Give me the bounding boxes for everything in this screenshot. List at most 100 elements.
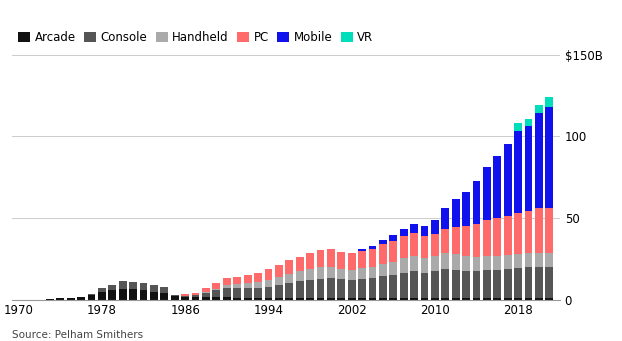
Bar xyxy=(420,273,429,298)
Bar xyxy=(504,269,512,298)
Bar xyxy=(525,253,532,267)
Bar xyxy=(420,298,429,300)
Bar xyxy=(379,240,387,244)
Bar xyxy=(442,298,449,300)
Bar xyxy=(202,297,210,300)
Bar xyxy=(275,277,283,285)
Bar xyxy=(67,298,75,300)
Bar xyxy=(545,298,554,300)
Bar xyxy=(233,284,241,288)
Bar xyxy=(337,252,345,269)
Bar xyxy=(369,249,376,267)
Bar xyxy=(525,119,532,126)
Bar xyxy=(317,279,324,298)
Bar xyxy=(504,144,512,216)
Bar xyxy=(192,293,200,295)
Bar xyxy=(379,298,387,300)
Bar xyxy=(462,226,470,256)
Bar xyxy=(306,253,314,269)
Bar xyxy=(181,296,189,297)
Bar xyxy=(275,265,283,277)
Bar xyxy=(400,229,407,236)
Bar xyxy=(202,292,210,293)
Bar xyxy=(379,276,387,298)
Text: Source: Pelham Smithers: Source: Pelham Smithers xyxy=(12,330,144,340)
Bar xyxy=(98,288,106,292)
Bar xyxy=(431,271,439,298)
Bar xyxy=(431,298,439,300)
Bar xyxy=(535,253,543,267)
Bar xyxy=(431,220,439,234)
Bar xyxy=(525,211,532,253)
Bar xyxy=(504,255,512,269)
Bar xyxy=(160,287,169,293)
Bar xyxy=(514,298,522,300)
Bar xyxy=(452,298,460,300)
Bar xyxy=(129,290,137,300)
Bar xyxy=(192,297,200,300)
Bar xyxy=(504,298,512,300)
Bar xyxy=(119,281,127,288)
Bar xyxy=(317,298,324,300)
Bar xyxy=(483,256,491,270)
Bar xyxy=(369,246,376,249)
Bar xyxy=(108,290,116,300)
Bar xyxy=(483,298,491,300)
Bar xyxy=(327,249,335,267)
Bar xyxy=(442,253,449,269)
Bar xyxy=(411,233,418,256)
Bar xyxy=(389,241,397,262)
Bar xyxy=(420,226,429,236)
Bar xyxy=(379,244,387,264)
Bar xyxy=(171,296,179,300)
Bar xyxy=(400,236,407,258)
Bar xyxy=(275,298,283,300)
Bar xyxy=(420,236,429,258)
Bar xyxy=(473,271,480,298)
Bar xyxy=(306,298,314,300)
Bar xyxy=(400,273,407,298)
Bar xyxy=(181,297,189,300)
Bar xyxy=(223,288,231,297)
Bar xyxy=(504,216,512,255)
Bar xyxy=(295,257,304,271)
Bar xyxy=(46,299,54,300)
Bar xyxy=(348,270,356,280)
Bar xyxy=(514,254,522,268)
Bar xyxy=(369,278,376,298)
Bar xyxy=(358,249,366,251)
Bar xyxy=(327,298,335,300)
Bar xyxy=(254,273,262,282)
Bar xyxy=(108,284,116,290)
Bar xyxy=(295,271,304,281)
Bar xyxy=(264,298,272,300)
Bar xyxy=(369,267,376,278)
Bar xyxy=(452,254,460,270)
Bar xyxy=(400,298,407,300)
Bar xyxy=(493,156,501,218)
Bar xyxy=(213,283,220,288)
Bar xyxy=(306,269,314,280)
Bar xyxy=(77,297,85,300)
Bar xyxy=(119,288,127,300)
Bar xyxy=(493,256,501,270)
Bar xyxy=(213,288,220,290)
Bar xyxy=(535,114,543,208)
Bar xyxy=(202,288,210,292)
Bar xyxy=(264,280,272,287)
Bar xyxy=(431,256,439,271)
Bar xyxy=(306,280,314,298)
Bar xyxy=(317,267,324,279)
Bar xyxy=(285,260,293,274)
Bar xyxy=(535,298,543,300)
Bar xyxy=(160,293,169,300)
Bar xyxy=(389,275,397,298)
Bar xyxy=(223,278,231,284)
Bar xyxy=(545,267,554,298)
Bar xyxy=(295,298,304,300)
Bar xyxy=(545,107,554,208)
Bar xyxy=(348,298,356,300)
Bar xyxy=(389,298,397,300)
Bar xyxy=(213,290,220,297)
Bar xyxy=(358,298,366,300)
